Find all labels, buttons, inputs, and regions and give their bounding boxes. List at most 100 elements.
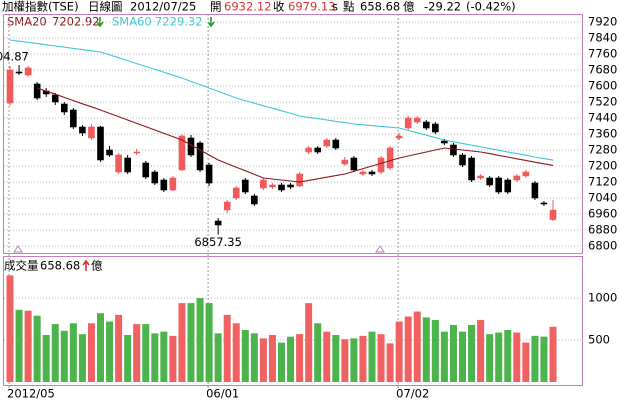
candle-body <box>386 147 394 169</box>
y-tick-label: 6800 <box>588 239 617 253</box>
candle-body <box>296 173 303 187</box>
candle-body <box>196 142 204 171</box>
volume-bar <box>151 333 159 382</box>
annotation: 6857.35 <box>194 235 242 249</box>
volume-bar <box>97 313 104 382</box>
candle-body <box>450 144 457 156</box>
candle-body <box>88 126 95 139</box>
volume-bar <box>395 321 403 382</box>
sma-line <box>37 87 554 183</box>
header-change: -29.22 <box>424 0 461 14</box>
volume-bar <box>214 333 222 382</box>
candle-body <box>33 83 41 99</box>
volume-bar <box>449 324 457 382</box>
y-tick-label: 7680 <box>588 63 617 77</box>
price-frame <box>3 14 583 254</box>
volume-bar <box>6 275 14 382</box>
volume-unit: 億 <box>91 259 103 273</box>
volume-bar <box>133 324 141 382</box>
volume-bar <box>78 334 86 382</box>
header-date: 2012/07/25 <box>130 0 196 14</box>
volume-bar <box>51 324 59 382</box>
candle-body <box>323 139 331 147</box>
candle-body <box>486 177 493 186</box>
header-s: s <box>332 0 338 14</box>
volume-bar <box>115 314 123 382</box>
legend-value: 7202.92 <box>52 15 100 29</box>
up-arrow <box>82 259 90 271</box>
candle-body <box>549 209 557 220</box>
candle-body <box>106 149 113 156</box>
y-tick-label: 7440 <box>588 111 617 125</box>
y-tick-label: 1000 <box>588 291 617 305</box>
volume-bar <box>33 315 41 382</box>
volume-bar <box>350 338 358 382</box>
candle-body <box>404 117 412 129</box>
header-open-label: 開 <box>210 0 222 14</box>
candle-body <box>495 177 503 193</box>
volume-bar <box>24 310 32 382</box>
candle-body <box>6 69 14 104</box>
candle-body <box>531 182 539 199</box>
candle-body <box>97 126 104 161</box>
volume-bar <box>205 303 213 382</box>
down-arrow <box>207 17 215 28</box>
candle-body <box>60 103 68 113</box>
volume-bar <box>314 323 322 382</box>
candle-body <box>413 117 421 123</box>
volume-bar <box>69 323 77 382</box>
candle-body <box>251 195 258 205</box>
header-amount-unit: 億 <box>403 0 415 14</box>
volume-bar <box>278 342 285 382</box>
volume-bar <box>323 331 331 382</box>
volume-bar <box>440 331 448 382</box>
candle-body <box>441 140 448 144</box>
annotation: 7704.87 <box>0 50 29 64</box>
y-tick-label: 7040 <box>588 191 617 205</box>
y-tick-label: 7520 <box>588 95 617 109</box>
candle-body <box>160 179 168 191</box>
y-tick-label: 7280 <box>588 143 617 157</box>
header-close-label: 收 <box>273 0 285 14</box>
volume-bar <box>42 335 50 382</box>
candle-body <box>278 184 285 191</box>
volume-bar <box>513 332 521 382</box>
y-tick-label: 7760 <box>588 47 617 61</box>
candle-body <box>350 157 358 171</box>
header-period: 日線圖 <box>88 0 123 14</box>
volume-bar <box>178 303 186 382</box>
header: 加權指數(TSE) 日線圖 2012/07/25 開 6932.12 收 697… <box>2 0 516 14</box>
volume-bar <box>413 311 421 382</box>
legend: SMA20 7202.92 SMA60 7229.32 成交量 658.68 億 <box>4 15 215 273</box>
candle-body <box>287 184 294 188</box>
volume-bar <box>250 333 258 382</box>
header-close: 6979.13 <box>288 0 336 14</box>
volume-bar <box>368 331 376 382</box>
candle-body <box>314 147 322 153</box>
header-open: 6932.12 <box>224 0 272 14</box>
candle-body <box>142 162 150 178</box>
candle-body <box>341 159 349 165</box>
volume-bar <box>422 317 430 382</box>
candle-body <box>151 171 159 184</box>
volume-bar <box>169 335 177 382</box>
volume-bar <box>359 335 367 382</box>
volume-bar <box>268 335 276 382</box>
candle-body <box>513 175 521 181</box>
volume-bar <box>540 336 548 382</box>
volume-bar <box>15 309 23 382</box>
volume-bar <box>404 316 412 382</box>
volume-bar <box>305 303 313 382</box>
volume-bar <box>124 335 132 382</box>
volume-bar <box>486 334 494 382</box>
y-tick-label: 7840 <box>588 31 617 45</box>
candle-body <box>477 175 484 179</box>
volume-bar <box>459 331 466 382</box>
legend-name: SMA60 <box>112 15 152 29</box>
y-tick-label: 7120 <box>588 175 617 189</box>
volume-bar <box>504 329 512 382</box>
candle-body <box>332 139 340 149</box>
volume-bar <box>196 298 204 382</box>
y-tick-label: 6960 <box>588 207 617 221</box>
